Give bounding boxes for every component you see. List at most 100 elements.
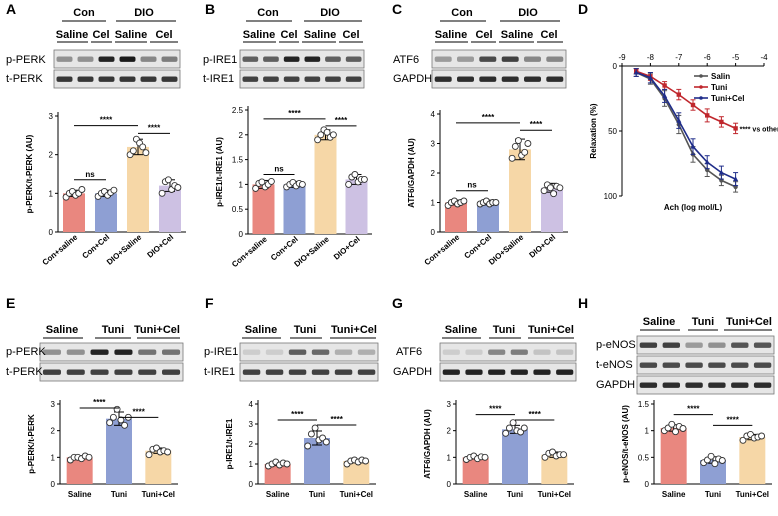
y-tick-label: 1.5	[638, 400, 650, 409]
y-axis-label: Relaxation (%)	[589, 103, 598, 158]
line-chart-layer: -9 -8 -7 -6 -5 -4 Ach (log mol/L) 0 50 100 Relaxat…	[589, 53, 778, 212]
data-point	[509, 419, 517, 427]
data-point	[311, 424, 319, 432]
blot-band	[42, 349, 61, 355]
blot-strip	[39, 342, 184, 362]
y-tick-label: 1	[249, 460, 254, 469]
blot-band	[731, 382, 749, 388]
blot-band	[138, 349, 157, 355]
lane-label: Cel	[155, 29, 172, 41]
x-axis-label: Ach (log mol/L)	[664, 203, 723, 212]
blot-band	[533, 369, 551, 375]
significance-label: ****	[132, 407, 145, 416]
blot-band	[556, 349, 574, 355]
lane-label: Tuni	[102, 324, 124, 336]
series-tuni-cel	[633, 68, 739, 187]
data-point	[739, 436, 747, 444]
x-tick-label: DIO+Cel	[332, 235, 362, 262]
blot-label: t-PERK	[6, 73, 43, 85]
data-point	[521, 148, 529, 156]
blot-strip	[239, 342, 379, 362]
x-tick-label: -8	[647, 53, 655, 62]
blot-band	[334, 369, 353, 375]
y-tick-label: 0	[239, 230, 244, 239]
data-point	[520, 424, 528, 432]
blot-band	[334, 349, 353, 355]
data-point	[481, 453, 489, 461]
blot-band	[140, 56, 157, 62]
significance-label: ****	[726, 415, 739, 424]
blot-band	[434, 56, 452, 62]
bar	[477, 202, 499, 232]
lane-label: Saline	[245, 324, 277, 336]
data-point	[719, 119, 724, 125]
group-header-dio: DIO	[518, 7, 538, 19]
data-point	[550, 190, 558, 198]
lane-label: Saline	[643, 316, 675, 328]
x-tick-label: Con+Cel	[462, 233, 493, 261]
blot-band	[90, 369, 109, 375]
blot-band	[42, 369, 61, 375]
x-tick-label: DIO+Cel	[145, 233, 175, 260]
x-tick-label: Tuni+Cel	[736, 490, 769, 499]
x-tick-label: -5	[732, 53, 740, 62]
x-tick-label: Tuni	[507, 490, 523, 499]
blot-label: ATF6	[396, 346, 422, 358]
data-point	[113, 405, 121, 413]
x-tick-label: Tuni+Cel	[538, 490, 571, 499]
panel-letter-f: F	[205, 295, 214, 311]
blot-band	[639, 382, 658, 388]
blot-band	[546, 76, 564, 82]
blot-band	[288, 349, 307, 355]
blot-band	[242, 76, 259, 82]
series-line	[635, 71, 736, 180]
blot-band	[283, 76, 300, 82]
bar	[63, 193, 85, 232]
blot-band	[479, 76, 497, 82]
y-tick-label: 50	[608, 127, 617, 136]
data-point	[106, 419, 114, 427]
blot-strip	[439, 362, 577, 382]
blot-band	[708, 382, 726, 388]
lane-label: Cel	[540, 29, 557, 41]
blot-band	[457, 56, 474, 62]
blot-strip	[431, 69, 567, 89]
y-tick-label: 2	[239, 131, 244, 140]
y-tick-label: 2.5	[232, 106, 244, 115]
data-point	[307, 430, 315, 438]
bar	[283, 184, 306, 234]
lane-label: Saline	[46, 324, 78, 336]
x-tick-label: Saline	[266, 490, 290, 499]
x-tick-label: DIO+Saline	[105, 232, 144, 267]
data-point	[704, 159, 710, 165]
panel-letter-a: A	[6, 1, 16, 17]
data-point	[129, 147, 137, 155]
y-tick-label: 0	[431, 228, 436, 237]
blot-strip	[636, 335, 775, 355]
significance-label: ns	[467, 181, 477, 190]
blot-label: GAPDH	[393, 366, 432, 378]
x-tick-label: Con+Cel	[80, 233, 111, 261]
blot-band	[265, 349, 284, 355]
data-point	[668, 420, 676, 428]
significance-label: ****	[335, 116, 348, 125]
lane-label: Saline	[56, 29, 88, 41]
blot-label: p-eNOS	[596, 339, 636, 351]
blot-band	[90, 349, 109, 355]
lane-label: Saline	[115, 29, 147, 41]
lane-label: Tuni+Cel	[134, 324, 180, 336]
blot-band	[242, 56, 259, 62]
data-point	[139, 143, 147, 151]
lane-label: Saline	[304, 29, 336, 41]
x-tick-label: Con+saline	[41, 232, 80, 267]
bar	[106, 418, 132, 484]
blot-band	[119, 56, 136, 62]
blot-label: p-PERK	[6, 346, 46, 358]
lane-label: Tuni	[493, 324, 515, 336]
data-point	[711, 460, 719, 468]
data-point	[647, 74, 653, 80]
data-point	[524, 140, 532, 147]
y-tick-label: 0.5	[232, 205, 244, 214]
